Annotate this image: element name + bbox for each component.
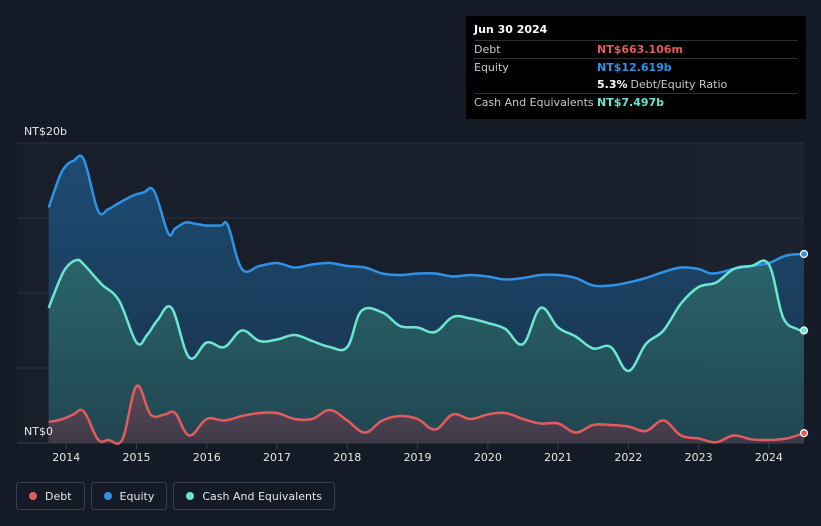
chart-legend: Debt Equity Cash And Equivalents [16, 482, 335, 510]
tooltip-debt-row: Debt NT$663.106m [474, 40, 798, 58]
x-tick-2021: 2021 [544, 451, 572, 464]
cash-line [47, 258, 805, 373]
x-tick-2016: 2016 [193, 451, 221, 464]
end-markers [799, 249, 809, 438]
eq-end-dot [799, 249, 809, 259]
legend-item-cash[interactable]: Cash And Equivalents [173, 482, 335, 510]
x-axis-ticks: 2014 2015 2016 2017 2018 2019 2020 2021 2022 2023… [52, 443, 783, 464]
x-tick-2014: 2014 [52, 451, 80, 464]
y-axis-bottom-label: NT$0 [24, 425, 53, 438]
legend-equity-label: Equity [119, 489, 155, 503]
x-tick-2024: 2024 [755, 451, 783, 464]
tooltip-equity-value: NT$12.619b [597, 61, 672, 74]
tooltip-equity-row: Equity NT$12.619b [474, 58, 798, 76]
tooltip-panel: Jun 30 2024 Debt NT$663.106m Equity NT$1… [466, 16, 806, 119]
y-axis-top-label: NT$20b [24, 125, 67, 138]
tooltip-cash-value: NT$7.497b [597, 96, 665, 109]
tooltip-date: Jun 30 2024 [474, 23, 548, 36]
tooltip-cash-label: Cash And Equivalents [474, 96, 594, 109]
x-tick-2020: 2020 [474, 451, 502, 464]
x-tick-2023: 2023 [685, 451, 713, 464]
x-tick-2019: 2019 [404, 451, 432, 464]
x-tick-2022: 2022 [614, 451, 642, 464]
tooltip-cash-row: Cash And Equivalents NT$7.497b [474, 93, 798, 111]
debt-end-dot [799, 429, 809, 438]
x-tick-2018: 2018 [333, 451, 361, 464]
debt-area [48, 385, 804, 444]
tooltip-debt-value: NT$663.106m [597, 43, 683, 56]
legend-debt-dot [29, 492, 37, 500]
equity-line [47, 154, 805, 288]
tooltip-ratio-value: 5.3% [597, 78, 628, 91]
legend-item-debt[interactable]: Debt [16, 482, 85, 510]
legend-cash-label: Cash And Equivalents [202, 489, 322, 503]
tooltip-ratio-label: Debt/Equity Ratio [630, 78, 728, 91]
tooltip-debt-label: Debt [474, 43, 501, 56]
legend-equity-dot [103, 492, 112, 500]
legend-debt-label: Debt [45, 489, 72, 503]
debt-line [48, 384, 805, 446]
legend-cash-dot [186, 492, 195, 500]
cash-end-dot [799, 326, 809, 335]
cash-area [48, 259, 804, 443]
tooltip-equity-label: Equity [474, 61, 509, 74]
x-tick-2017: 2017 [263, 451, 291, 464]
tooltip-ratio-row: 5.3% Debt/Equity Ratio [474, 76, 798, 93]
x-tick-2015: 2015 [123, 451, 151, 464]
legend-item-equity[interactable]: Equity [90, 482, 168, 510]
